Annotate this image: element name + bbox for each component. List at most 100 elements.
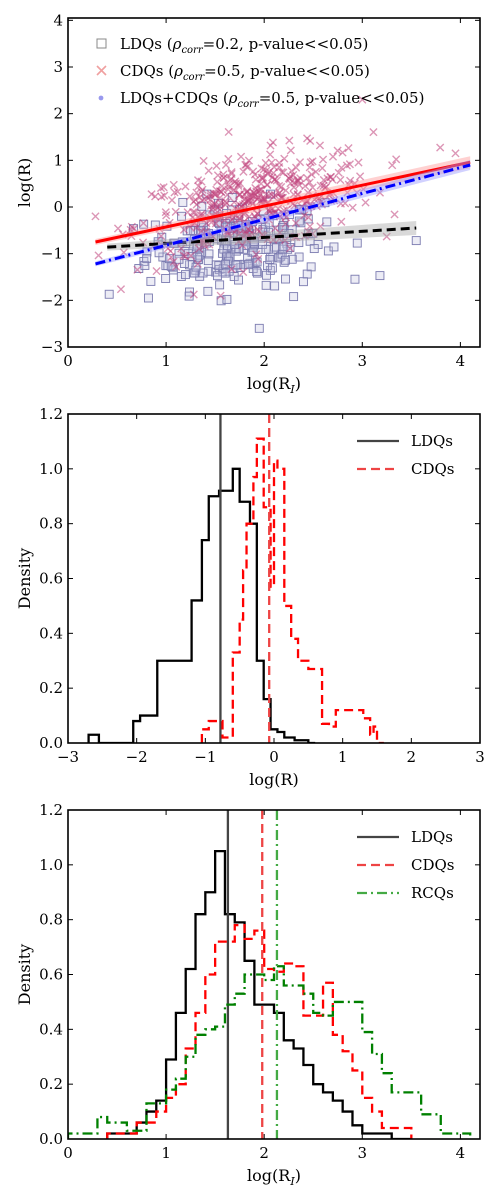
ldq-point: [294, 252, 304, 262]
ldq-point: [265, 255, 275, 264]
ldq-point: [303, 214, 313, 224]
cdq-point: [306, 158, 315, 167]
cdq-point: [289, 183, 298, 192]
y-tick-label: 0.4: [39, 1020, 63, 1038]
cdq-point: [216, 187, 226, 196]
cdq-point: [221, 160, 231, 169]
histogram-step-ldqs: [106, 849, 412, 1139]
cdq-point: [266, 150, 275, 159]
cdq-point: [258, 173, 268, 182]
x-tick-label: 2: [407, 748, 417, 766]
cdq-point: [249, 167, 258, 176]
cdq-point: [189, 290, 198, 299]
ldq-point: [375, 271, 385, 281]
cdq-point: [195, 244, 204, 253]
x-tick-label: 3: [358, 1144, 368, 1162]
cdq-point: [226, 176, 235, 185]
legend-label: LDQs: [411, 432, 453, 450]
cdq-point: [295, 158, 305, 167]
cdq-point: [251, 175, 260, 184]
y-tick-label: 0.0: [39, 734, 63, 752]
cdq-point: [113, 224, 123, 233]
cdq-point: [181, 252, 190, 261]
ldq-point: [309, 244, 319, 254]
cdq-point: [244, 225, 253, 234]
cdq-point: [185, 192, 194, 201]
cdq-point: [260, 194, 269, 203]
ldq-point: [411, 236, 421, 246]
cdq-point: [257, 164, 266, 173]
cdq-point: [286, 146, 295, 155]
cdq-point: [169, 180, 178, 189]
plot-frame: [67, 413, 481, 744]
cdq-point: [170, 188, 179, 197]
cdq-point: [346, 176, 355, 185]
ldq-point: [329, 242, 339, 252]
ldq-point: [243, 260, 253, 270]
cdq-point: [167, 196, 177, 205]
cdq-point: [293, 190, 302, 199]
cdq-point: [197, 187, 206, 196]
legend-marker-square: [96, 38, 107, 49]
cdq-point: [240, 217, 249, 226]
ldq-point: [298, 277, 308, 287]
legend-label: LDQs: [411, 828, 453, 846]
cdq-point: [119, 248, 128, 257]
cdq-point: [261, 158, 270, 168]
y-tick-label: 1.0: [39, 460, 63, 478]
cdq-point: [257, 185, 266, 194]
cdq-point: [358, 95, 367, 104]
cdq-point: [305, 222, 315, 231]
cdq-point: [219, 170, 228, 179]
cdq-point: [291, 218, 300, 228]
cdq-point: [328, 152, 338, 161]
legend-label: LDQs (ρcorr=0.2, p-value<<0.05): [120, 35, 368, 56]
x-tick-label: −1: [194, 748, 216, 766]
legend-marker-dot: [98, 95, 104, 101]
cdq-point: [239, 167, 248, 176]
cdq-point: [210, 199, 220, 208]
legend-label: RCQs: [411, 884, 454, 902]
y-tick-label: 0.0: [39, 1130, 63, 1148]
cdq-point: [199, 156, 208, 166]
cdq-point: [151, 192, 160, 201]
cdq-point: [224, 182, 233, 192]
ldq-point: [294, 216, 304, 226]
cdq-point: [308, 229, 317, 238]
ldq-point: [193, 252, 202, 262]
x-tick-label: 2: [259, 352, 269, 370]
y-axis-title: Density: [15, 548, 34, 609]
histogram-area: [87, 414, 384, 743]
y-tick-label: 0.6: [39, 966, 63, 984]
y-axis-title: log(R): [15, 158, 34, 208]
ldq-point: [287, 254, 297, 264]
cdq-point: [275, 163, 284, 172]
y-tick-label: 0.2: [39, 1075, 63, 1093]
cdq-point: [274, 181, 284, 191]
cdq-point: [344, 144, 353, 153]
ldq-point: [261, 245, 271, 254]
histogram-step-cdqs: [200, 437, 384, 743]
cdq-point: [235, 214, 244, 223]
cdq-point: [94, 251, 103, 260]
cdq-point: [227, 265, 236, 274]
ldq-point: [181, 270, 190, 280]
cdq-point: [251, 183, 260, 193]
cdq-point: [338, 148, 347, 157]
cdq-point: [157, 231, 166, 241]
ldq-point: [233, 259, 243, 269]
legend-label: CDQs: [411, 856, 455, 874]
y-tick-label: 2: [53, 105, 63, 123]
cdq-point: [311, 167, 320, 176]
cdq-point: [177, 244, 186, 253]
legend-label: CDQs (ρcorr=0.5, p-value<<0.05): [120, 62, 370, 83]
cdq-point: [271, 224, 280, 233]
ldq-point: [322, 217, 332, 227]
cdq-point: [263, 181, 272, 190]
cdq-point: [206, 192, 215, 201]
ldq-point: [198, 268, 208, 278]
cdq-point: [133, 265, 142, 274]
y-tick-label: 0.8: [39, 911, 63, 929]
cdq-point: [207, 218, 216, 227]
